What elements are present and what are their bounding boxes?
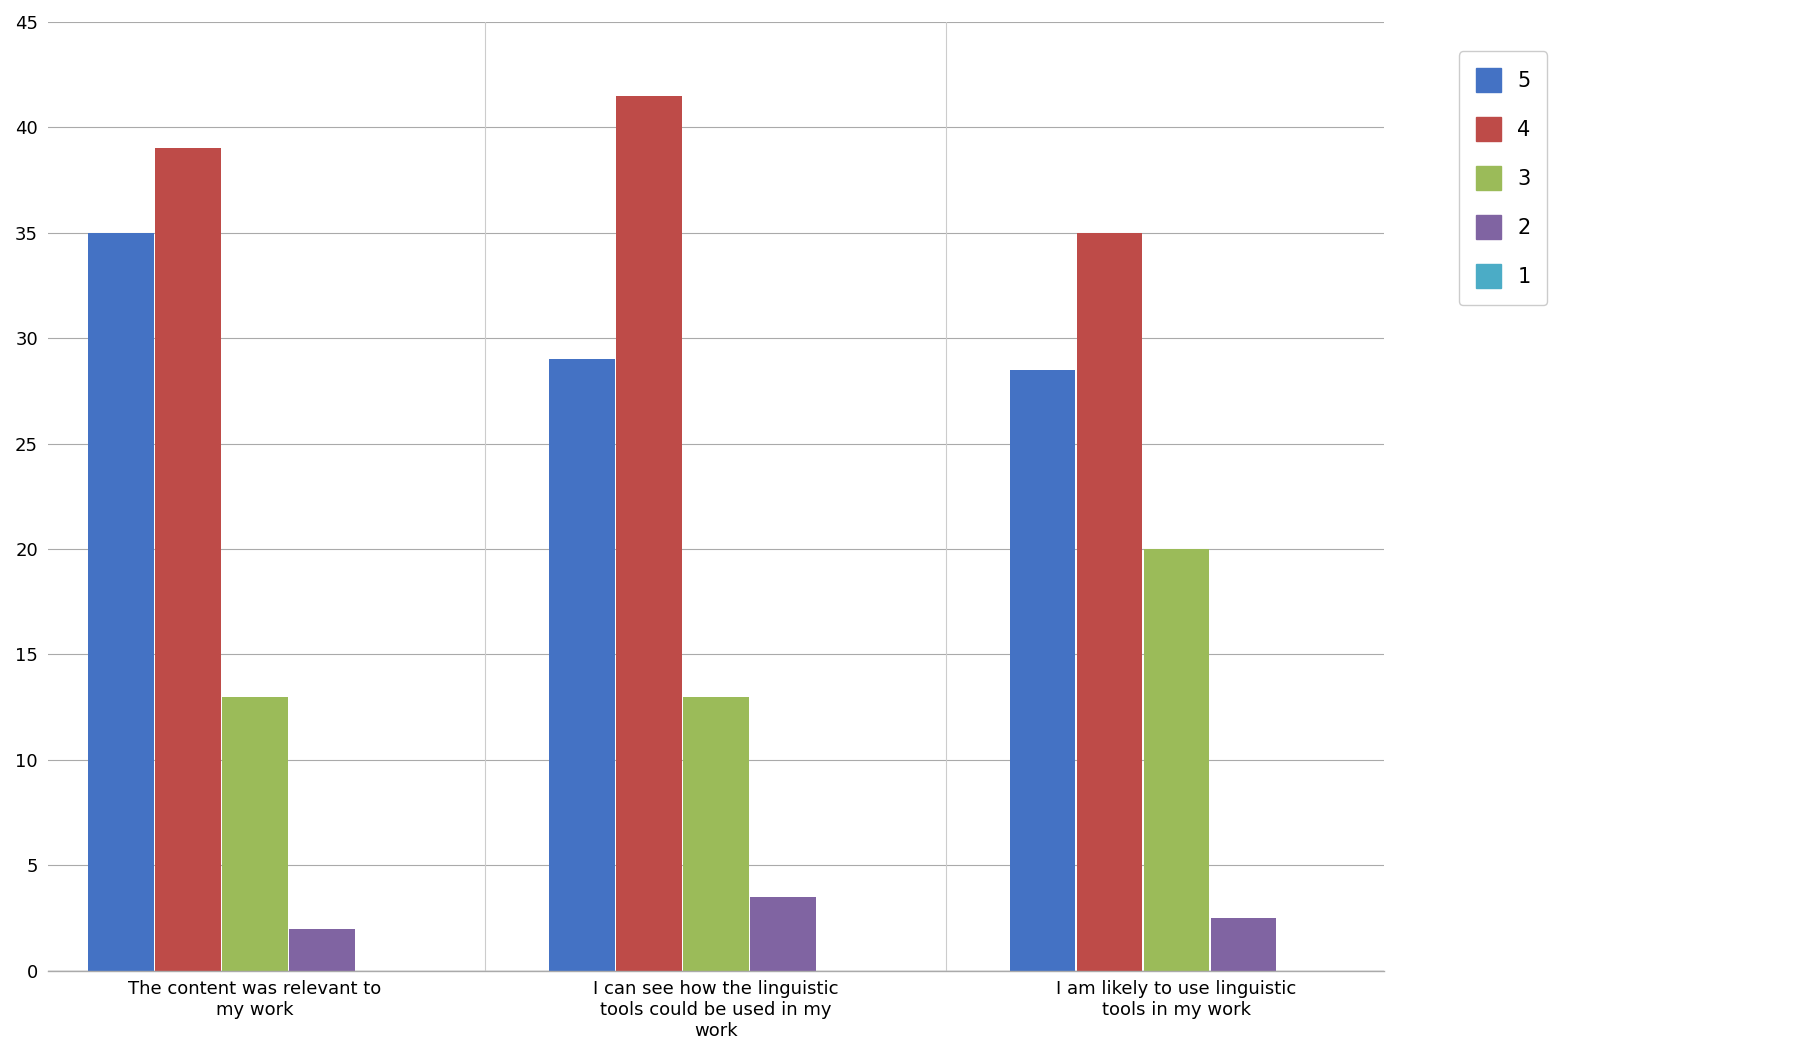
Bar	[616, 96, 682, 971]
Bar	[1211, 918, 1276, 971]
Legend: 5, 4, 3, 2, 1: 5, 4, 3, 2, 1	[1458, 52, 1547, 305]
Bar	[1144, 549, 1209, 971]
Bar	[155, 149, 220, 971]
Bar	[751, 897, 816, 971]
Bar	[88, 233, 153, 971]
Bar	[1078, 233, 1143, 971]
Bar	[289, 928, 356, 971]
Bar	[549, 360, 616, 971]
Bar	[1009, 370, 1076, 971]
Bar	[222, 696, 289, 971]
Bar	[682, 696, 749, 971]
